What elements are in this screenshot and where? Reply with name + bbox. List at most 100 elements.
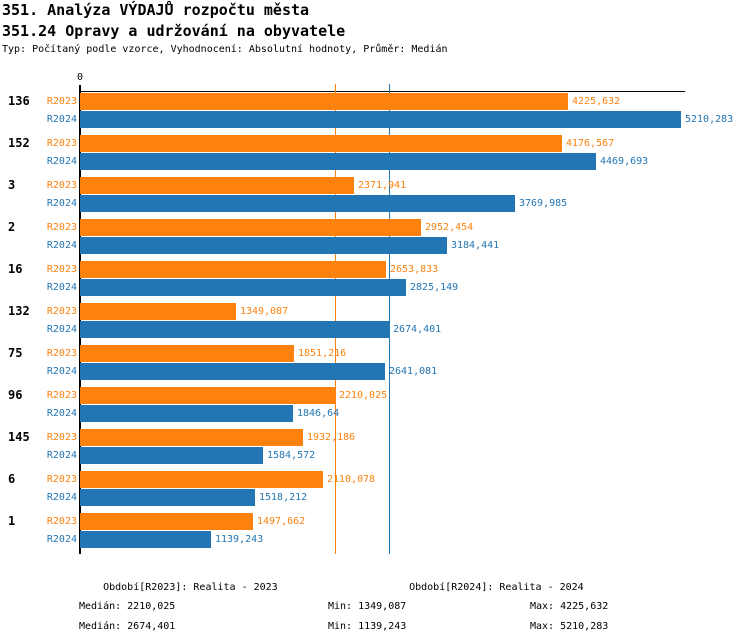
stat-min-r2023: Min: 1349,087 [328, 601, 407, 612]
value-label-r2024: 1139,243 [215, 534, 264, 545]
value-label-r2024: 3769,985 [519, 198, 568, 209]
series-label-r2023: R2023 [46, 222, 77, 233]
x-axis-zero-label: 0 [76, 72, 84, 83]
bar-r2023 [80, 345, 294, 362]
bar-r2023 [80, 303, 236, 320]
value-label-r2023: 1497,662 [257, 516, 306, 527]
category-label: 75 [8, 346, 23, 360]
series-label-r2024: R2024 [46, 240, 77, 251]
bar-r2024 [80, 111, 681, 128]
bar-r2024 [80, 195, 515, 212]
category-label: 96 [8, 388, 23, 402]
category-label: 152 [8, 136, 30, 150]
series-label-r2023: R2023 [46, 390, 77, 401]
bar-r2023 [80, 177, 354, 194]
bar-group: 96 R2023 2210,025 R2024 1846,64 [0, 387, 750, 429]
series-label-r2024: R2024 [46, 492, 77, 503]
category-label: 6 [8, 472, 16, 486]
bar-r2024 [80, 489, 255, 506]
value-label-r2023: 2371,941 [358, 180, 407, 191]
value-label-r2023: 2653,833 [390, 264, 439, 275]
value-label-r2023: 1349,087 [240, 306, 289, 317]
category-label: 136 [8, 94, 30, 108]
series-label-r2024: R2024 [46, 156, 77, 167]
bar-r2024 [80, 321, 389, 338]
series-label-r2023: R2023 [46, 474, 77, 485]
series-label-r2024: R2024 [46, 198, 77, 209]
bar-group: 145 R2023 1932,186 R2024 1584,572 [0, 429, 750, 471]
series-label-r2023: R2023 [46, 516, 77, 527]
category-label: 2 [8, 220, 16, 234]
bar-r2024 [80, 237, 447, 254]
category-label: 16 [8, 262, 23, 276]
bar-r2024 [80, 279, 406, 296]
median-line-r2024 [388, 84, 390, 554]
value-label-r2024: 1584,572 [267, 450, 316, 461]
bar-group: 75 R2023 1851,216 R2024 2641,081 [0, 345, 750, 387]
bar-group: 152 R2023 4176,567 R2024 4469,693 [0, 135, 750, 177]
report-meta-line: Typ: Počítaný podle vzorce, Vyhodnocení:… [2, 44, 448, 55]
value-label-r2023: 1851,216 [298, 348, 347, 359]
category-label: 145 [8, 430, 30, 444]
value-label-r2023: 4225,632 [572, 96, 621, 107]
series-label-r2024: R2024 [46, 366, 77, 377]
value-label-r2023: 2210,025 [339, 390, 388, 401]
report-subtitle: 351.24 Opravy a udržování na obyvatele [2, 22, 346, 40]
bar-r2023 [80, 261, 386, 278]
stat-max-r2023: Max: 4225,632 [530, 601, 609, 612]
series-label-r2023: R2023 [46, 96, 77, 107]
series-label-r2024: R2024 [46, 534, 77, 545]
value-label-r2024: 2641,081 [389, 366, 438, 377]
bar-group: 132 R2023 1349,087 R2024 2674,401 [0, 303, 750, 345]
series-label-r2024: R2024 [46, 282, 77, 293]
series-label-r2023: R2023 [46, 138, 77, 149]
series-label-r2023: R2023 [46, 264, 77, 275]
value-label-r2023: 1932,186 [307, 432, 356, 443]
bar-group: 6 R2023 2110,078 R2024 1518,212 [0, 471, 750, 513]
value-label-r2024: 5210,283 [685, 114, 734, 125]
category-label: 1 [8, 514, 16, 528]
bar-r2024 [80, 447, 263, 464]
bar-group: 16 R2023 2653,833 R2024 2825,149 [0, 261, 750, 303]
value-label-r2024: 4469,693 [600, 156, 649, 167]
bar-group: 136 R2023 4225,632 R2024 5210,283 [0, 93, 750, 135]
value-label-r2023: 4176,567 [566, 138, 615, 149]
legend-r2023-label: Období[R2023]: Realita - 2023 [103, 582, 278, 593]
value-label-r2024: 2825,149 [410, 282, 459, 293]
value-label-r2024: 2674,401 [393, 324, 442, 335]
bar-r2024 [80, 531, 211, 548]
stat-min-r2024: Min: 1139,243 [328, 621, 407, 632]
stat-median-r2024: Medián: 2674,401 [79, 621, 176, 632]
median-line-r2023 [334, 84, 336, 554]
legend-r2024: Období[R2024]: Realita - 2024 [385, 571, 584, 604]
bar-r2023 [80, 93, 568, 110]
bar-chart: 0 136 R2023 4225,632 R2024 5210,283 152 R2023 4… [0, 72, 750, 554]
legend-r2024-label: Období[R2024]: Realita - 2024 [409, 582, 584, 593]
value-label-r2024: 1518,212 [259, 492, 308, 503]
bar-r2023 [80, 429, 303, 446]
series-label-r2024: R2024 [46, 450, 77, 461]
value-label-r2024: 3184,441 [451, 240, 500, 251]
bar-r2023 [80, 387, 335, 404]
category-label: 132 [8, 304, 30, 318]
bar-r2024 [80, 363, 385, 380]
series-label-r2023: R2023 [46, 180, 77, 191]
x-axis-line [80, 91, 685, 92]
series-label-r2024: R2024 [46, 114, 77, 125]
bar-r2024 [80, 405, 293, 422]
series-label-r2024: R2024 [46, 324, 77, 335]
bar-group: 3 R2023 2371,941 R2024 3769,985 [0, 177, 750, 219]
series-label-r2023: R2023 [46, 348, 77, 359]
value-label-r2024: 1846,64 [297, 408, 340, 419]
series-label-r2023: R2023 [46, 432, 77, 443]
bar-group: 2 R2023 2952,454 R2024 3184,441 [0, 219, 750, 261]
value-label-r2023: 2110,078 [327, 474, 376, 485]
category-label: 3 [8, 178, 16, 192]
value-label-r2023: 2952,454 [425, 222, 474, 233]
series-label-r2023: R2023 [46, 306, 77, 317]
bar-r2023 [80, 513, 253, 530]
bar-r2023 [80, 471, 323, 488]
legend-r2023: Období[R2023]: Realita - 2023 [79, 571, 278, 604]
stat-median-r2023: Medián: 2210,025 [79, 601, 176, 612]
